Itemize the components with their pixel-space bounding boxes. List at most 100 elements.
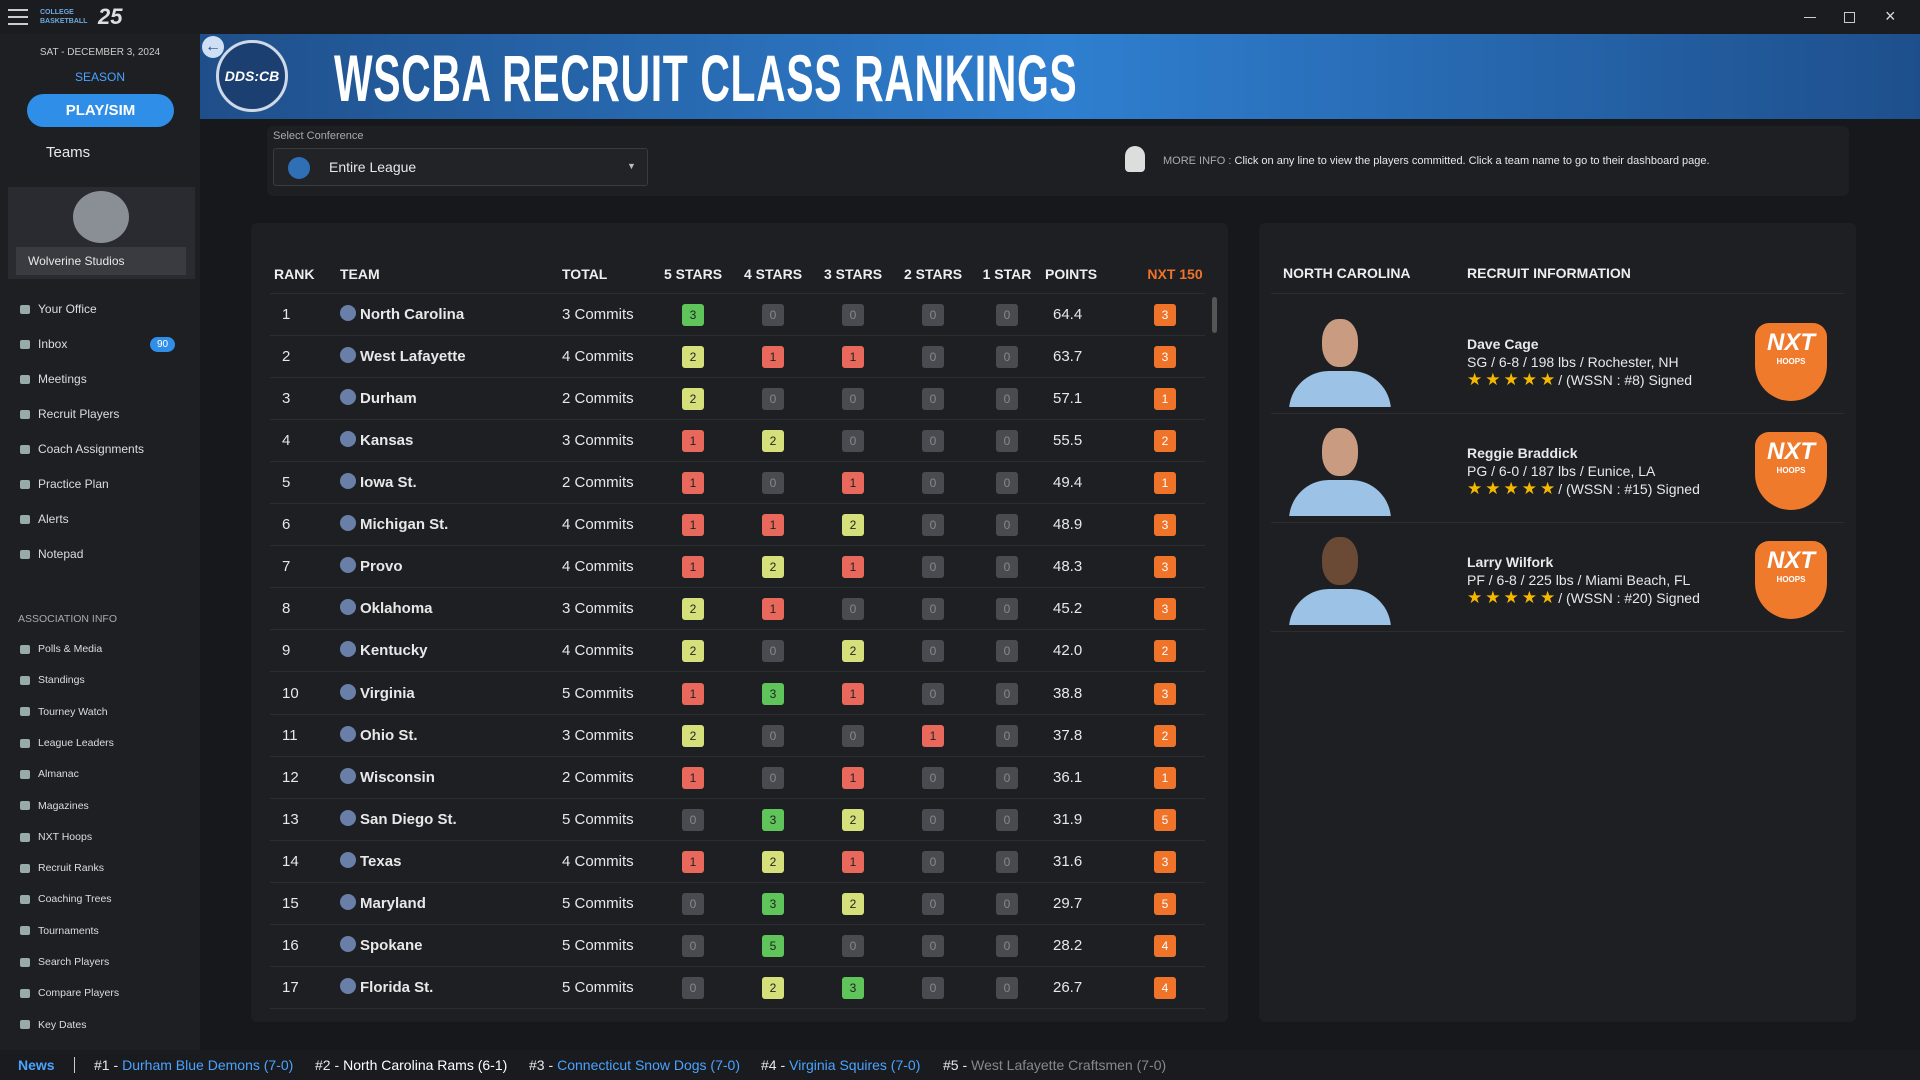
close[interactable]: × — [1885, 6, 1896, 26]
assoc-item[interactable]: League Leaders — [20, 730, 114, 756]
teams-link[interactable]: Teams — [46, 144, 91, 161]
assoc-item[interactable]: Recruit Ranks — [20, 855, 104, 881]
assoc-item[interactable]: Tourney Watch — [20, 699, 108, 725]
recruit-name[interactable]: Dave Cage — [1467, 336, 1539, 352]
minimize[interactable] — [1804, 17, 1816, 18]
select-value: Entire League — [329, 159, 417, 175]
team-name[interactable]: San Diego St. — [360, 810, 457, 828]
team-name[interactable]: West Lafayette — [360, 348, 466, 366]
team-name[interactable]: Spokane — [360, 936, 423, 954]
star-count-badge: 0 — [922, 766, 944, 789]
assoc-item[interactable]: Standings — [20, 667, 85, 693]
news-item[interactable]: #2 - North Carolina Rams (6-1) — [315, 1050, 507, 1080]
assoc-item[interactable]: Magazines — [20, 793, 89, 819]
assoc-item[interactable]: Compare Players — [20, 980, 119, 1006]
team-name[interactable]: Kentucky — [360, 642, 428, 660]
table-row[interactable]: 4 Kansas 3 Commits 1 2 0 0 0 55.5 2 — [270, 420, 1205, 463]
team-logo — [340, 431, 356, 448]
recruit-name[interactable]: Larry Wilfork — [1467, 554, 1554, 570]
menu-button[interactable] — [8, 9, 28, 25]
star-count-badge: 0 — [996, 304, 1018, 326]
table-row[interactable]: 7 Provo 4 Commits 1 2 1 0 0 48.3 3 — [270, 546, 1205, 589]
menu-item[interactable]: Alerts — [20, 504, 69, 534]
table-row[interactable]: 6 Michigan St. 4 Commits 1 1 2 0 0 48.9 3 — [270, 504, 1205, 547]
team-name[interactable]: Provo — [360, 558, 403, 576]
star-count-badge: 2 — [842, 808, 864, 831]
table-row[interactable]: 16 Spokane 5 Commits 0 5 0 0 0 28.2 4 — [270, 925, 1205, 967]
star-count-badge: 0 — [762, 766, 784, 789]
conference-select[interactable]: Entire League ▼ — [273, 148, 648, 186]
table-row[interactable]: 5 Iowa St. 2 Commits 1 0 1 0 0 49.4 1 — [270, 462, 1205, 505]
team-name[interactable]: North Carolina — [360, 306, 465, 323]
season-link[interactable]: SEASON — [74, 70, 125, 84]
menu-item[interactable]: Coach Assignments — [20, 434, 144, 464]
column-header: 1 STAR — [982, 266, 1032, 282]
back-button[interactable]: ← — [202, 36, 224, 58]
nxt-badge: 3 — [1154, 682, 1176, 705]
table-row[interactable]: 15 Maryland 5 Commits 0 3 2 0 0 29.7 5 — [270, 883, 1205, 925]
restore[interactable] — [1844, 12, 1855, 23]
news-item[interactable]: #5 - West Lafayette Craftsmen (7-0) — [943, 1050, 1166, 1080]
team-name[interactable]: Durham — [360, 390, 417, 408]
assoc-item[interactable]: Search Players — [20, 949, 109, 975]
team-name[interactable]: Ohio St. — [360, 726, 418, 744]
recruit-name[interactable]: Reggie Braddick — [1467, 445, 1578, 461]
team-name[interactable]: Florida St. — [360, 978, 434, 996]
team-name[interactable]: Texas — [360, 852, 402, 870]
star-count-badge: 2 — [762, 850, 784, 873]
star-count-badge: 1 — [762, 598, 784, 621]
team-name[interactable]: Kansas — [360, 432, 414, 450]
studio-select[interactable]: Wolverine Studios — [16, 247, 186, 275]
team-cell: Iowa St. — [340, 462, 417, 504]
table-row[interactable]: 13 San Diego St. 5 Commits 0 3 2 0 0 31.9 5 — [270, 799, 1205, 841]
assoc-icon — [20, 707, 30, 717]
star: ★ — [1485, 479, 1501, 498]
recruit-row[interactable]: Reggie Braddick PG / 6-0 / 187 lbs / Euni… — [1271, 414, 1844, 523]
news-item[interactable]: #4 - Virginia Squires (7-0) — [761, 1050, 920, 1080]
assoc-item[interactable]: Key Dates — [20, 1012, 86, 1038]
rankings-panel: RANK TEAM TOTAL 5 STARS 4 STARS 3 STARS 2 STAR… — [251, 223, 1228, 1022]
assoc-item[interactable]: Almanac — [20, 761, 79, 787]
table-row[interactable]: 17 Florida St. 5 Commits 0 2 3 0 0 26.7 4 — [270, 967, 1205, 1009]
assoc-item[interactable]: Polls & Media — [20, 636, 102, 662]
team-name[interactable]: Iowa St. — [360, 474, 417, 492]
star-count-badge: 1 — [682, 850, 704, 873]
table-row[interactable]: 8 Oklahoma 3 Commits 2 1 0 0 0 45.2 3 — [270, 588, 1205, 631]
info-label: MORE INFO : — [1163, 155, 1232, 167]
table-row[interactable]: 2 West Lafayette 4 Commits 2 1 1 0 0 63.7 3 — [270, 336, 1205, 379]
play-sim-button[interactable]: PLAY/SIM — [27, 94, 174, 127]
recruit-row[interactable]: Larry Wilfork PF / 6-8 / 225 lbs / Miami … — [1271, 523, 1844, 632]
menu-item[interactable]: Your Office — [20, 294, 97, 324]
team-name[interactable]: Wisconsin — [360, 768, 435, 786]
team-name[interactable]: Maryland — [360, 894, 426, 912]
star-count-badge: 0 — [842, 430, 864, 453]
menu-item[interactable]: Practice Plan — [20, 469, 109, 499]
assoc-item[interactable]: Coaching Trees — [20, 886, 112, 912]
table-row[interactable]: 11 Ohio St. 3 Commits 2 0 0 1 0 37.8 2 — [270, 715, 1205, 757]
star: ★ — [1521, 370, 1537, 389]
table-row[interactable]: 12 Wisconsin 2 Commits 1 0 1 0 0 36.1 1 — [270, 757, 1205, 799]
news-item[interactable]: #1 - Durham Blue Demons (7-0) — [94, 1050, 293, 1080]
team-cell: Kansas — [340, 420, 413, 462]
menu-item[interactable]: Notepad — [20, 539, 83, 569]
news-item[interactable]: #3 - Connecticut Snow Dogs (7-0) — [529, 1050, 740, 1080]
team-name[interactable]: Oklahoma — [360, 600, 433, 618]
assoc-icon — [20, 832, 30, 842]
table-row[interactable]: 9 Kentucky 4 Commits 2 0 2 0 0 42.0 2 — [270, 630, 1205, 673]
table-row[interactable]: 14 Texas 4 Commits 1 2 1 0 0 31.6 3 — [270, 841, 1205, 883]
menu-item[interactable]: Meetings — [20, 364, 87, 394]
assoc-item[interactable]: Tournaments — [20, 918, 99, 944]
team-name[interactable]: Virginia — [360, 684, 415, 702]
scrollbar[interactable] — [1212, 297, 1217, 333]
assoc-item[interactable]: NXT Hoops — [20, 824, 92, 850]
star-count-badge: 2 — [682, 388, 704, 411]
menu-item[interactable]: Recruit Players — [20, 399, 119, 429]
table-row[interactable]: 3 Durham 2 Commits 2 0 0 0 0 57.1 1 — [270, 378, 1205, 421]
table-row[interactable]: 10 Virginia 5 Commits 1 3 1 0 0 38.8 3 — [270, 673, 1205, 715]
recruit-row[interactable]: Dave Cage SG / 6-8 / 198 lbs / Rochester,… — [1271, 305, 1844, 414]
star-count-badge: 0 — [996, 346, 1018, 369]
team-name[interactable]: Michigan St. — [360, 516, 449, 534]
table-row[interactable]: 1 North Carolina 3 Commits 3 0 0 0 0 64.4 3 — [270, 294, 1205, 336]
menu-item[interactable]: Inbox 90 — [20, 329, 176, 359]
team-cell: West Lafayette — [340, 336, 466, 378]
